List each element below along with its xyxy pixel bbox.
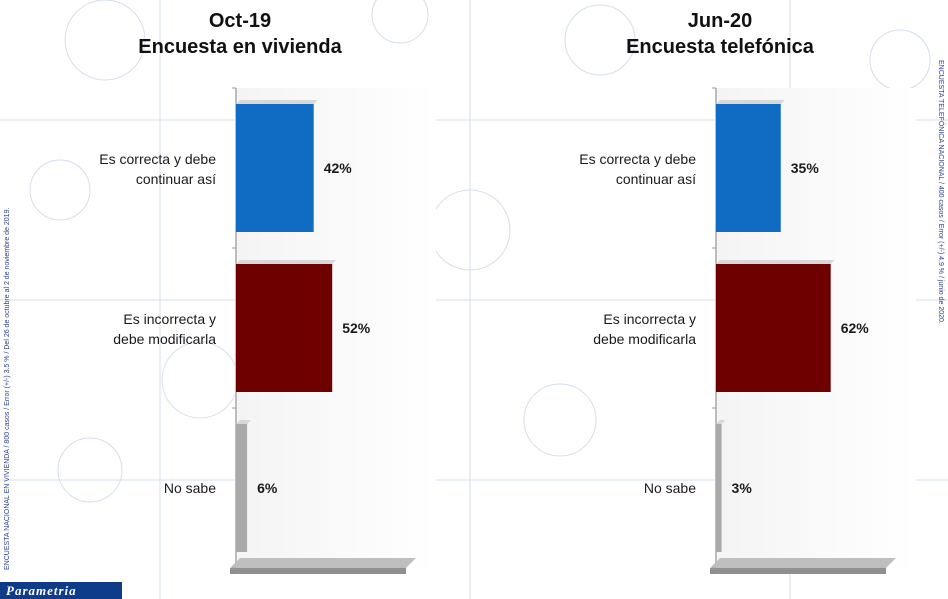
category-label: Es incorrecta y	[123, 311, 216, 327]
bar-top-face	[716, 420, 726, 424]
category-label: Es correcta y debe	[99, 151, 216, 167]
bar-nosabe	[236, 424, 248, 552]
value-label: 62%	[841, 320, 870, 336]
value-label: 3%	[732, 480, 753, 496]
bar-correcta	[236, 104, 314, 232]
bar-top-face	[236, 100, 318, 104]
category-label: No sabe	[644, 480, 696, 496]
bar-top-face	[236, 260, 337, 264]
bar-incorrecta	[236, 264, 333, 392]
chart-floor-edge	[230, 568, 406, 574]
chart-title: Jun-20	[687, 10, 753, 32]
category-label: continuar así	[136, 171, 216, 187]
chart-floor	[230, 558, 416, 568]
parametria-logo: Parametria	[0, 582, 122, 599]
value-label: 52%	[342, 320, 371, 336]
category-label: Es incorrecta y	[603, 311, 696, 327]
bar-nosabe	[716, 424, 722, 552]
bar-top-face	[716, 260, 835, 264]
category-label: continuar así	[616, 171, 696, 187]
chart-floor	[710, 558, 896, 568]
bar-correcta	[716, 104, 781, 232]
panel-title: Oct-19 Encuesta en vivienda	[90, 8, 390, 60]
category-label: No sabe	[164, 480, 216, 496]
chart-panel-jun20: Jun-20 Encuesta telefónica 35% Es correct…	[480, 0, 948, 599]
chart-floor-edge	[710, 568, 886, 574]
bar-incorrecta	[716, 264, 831, 392]
panel-title: Jun-20 Encuesta telefónica	[570, 8, 870, 60]
chart-subtitle: Encuesta en vivienda	[138, 36, 342, 58]
chart-panel-oct19: Oct-19 Encuesta en vivienda 42% Es correc…	[0, 0, 470, 599]
bar-top-face	[236, 420, 252, 424]
value-label: 6%	[257, 480, 278, 496]
chart-subtitle: Encuesta telefónica	[626, 36, 814, 58]
category-label: debe modificarla	[113, 331, 216, 347]
value-label: 35%	[791, 160, 820, 176]
category-label: debe modificarla	[593, 331, 696, 347]
chart-title: Oct-19	[208, 10, 272, 32]
category-label: Es correcta y debe	[579, 151, 696, 167]
bar-top-face	[716, 100, 785, 104]
bar-chart-oct19: 42% Es correcta y debe continuar así 52% Es …	[99, 87, 436, 574]
value-label: 42%	[324, 160, 353, 176]
bar-chart-jun20: 35% Es correcta y debe continuar así 62% Es …	[579, 87, 916, 574]
